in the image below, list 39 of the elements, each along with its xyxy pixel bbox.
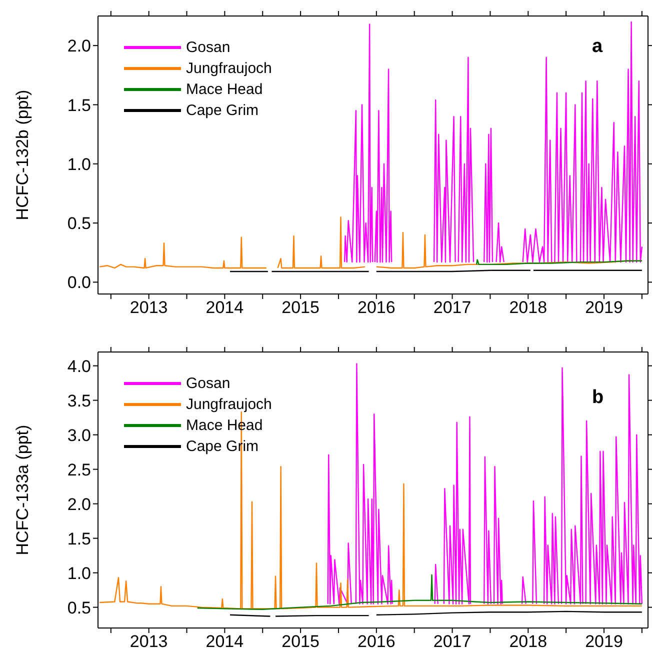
y-tick-label: 4.0 xyxy=(67,356,91,376)
y-tick-label: 3.5 xyxy=(67,391,91,410)
y-tick-label: 3.0 xyxy=(67,426,91,445)
y-tick-label: 2.5 xyxy=(67,460,91,480)
y-tick-label: 0.5 xyxy=(67,598,91,618)
y-tick-label: 2.0 xyxy=(67,36,91,56)
annotation: a xyxy=(592,36,603,58)
x-tick-label: 2018 xyxy=(509,632,548,652)
x-tick-label: 2015 xyxy=(282,632,320,652)
legend-label: Mace Head xyxy=(186,81,263,98)
line-series xyxy=(196,574,643,610)
y-tick-label: 1.0 xyxy=(67,154,91,174)
y-tick-label: 1.5 xyxy=(67,529,91,548)
x-tick-label: 2013 xyxy=(130,298,168,318)
legend-label: Jungfraujoch xyxy=(186,396,272,413)
x-tick-label: 2013 xyxy=(130,632,168,652)
x-tick-label: 2014 xyxy=(206,298,244,318)
x-tick-label: 2017 xyxy=(433,632,472,652)
y-axis-title: HCFC-132b (ppt) xyxy=(13,90,32,220)
legend-label: Gosan xyxy=(186,39,230,56)
x-tick-label: 2019 xyxy=(585,632,623,652)
y-tick-label: 1.0 xyxy=(67,564,91,583)
line-series xyxy=(98,411,643,610)
x-tick-label: 2019 xyxy=(585,298,623,318)
x-tick-label: 2014 xyxy=(206,632,244,652)
legend-label: Gosan xyxy=(186,375,230,392)
x-tick-label: 2017 xyxy=(433,298,472,318)
y-tick-label: 1.5 xyxy=(67,96,91,115)
y-axis-title: HCFC-133a (ppt) xyxy=(13,424,32,556)
legend-label: Cape Grim xyxy=(186,102,259,119)
x-tick-label: 2016 xyxy=(358,298,396,318)
x-tick-label: 2018 xyxy=(509,298,548,318)
x-tick-label: 2015 xyxy=(282,298,320,318)
annotation: b xyxy=(592,387,604,409)
y-tick-label: 0.0 xyxy=(67,273,91,292)
x-tick-label: 2016 xyxy=(358,632,396,652)
y-tick-label: 0.5 xyxy=(67,214,91,234)
legend-label: Jungfraujoch xyxy=(186,60,272,77)
y-tick-label: 2.0 xyxy=(67,494,91,514)
